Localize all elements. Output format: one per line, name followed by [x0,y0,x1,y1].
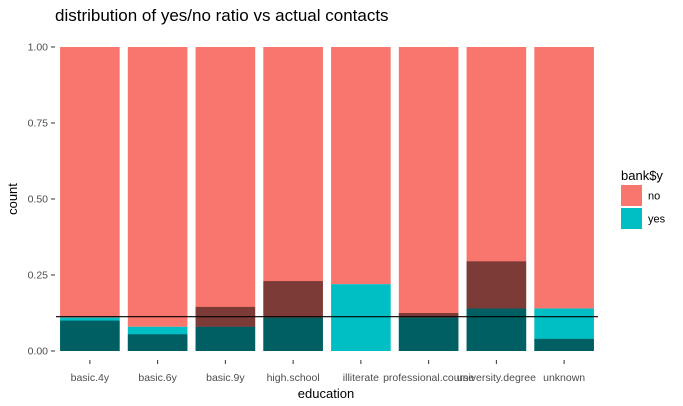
x-tick-label: illiterate [343,372,379,384]
overlay-bar-high.school [263,281,323,351]
plot-area [56,47,598,351]
x-tick-label: high.school [267,372,320,384]
overlay-bar-basic.4y [60,320,120,351]
overlay-bar-basic.9y [195,306,256,351]
legend-key-yes [621,208,642,229]
chart-title: distribution of yes/no ratio vs actual c… [55,6,389,25]
overlay-bar-professional.course [398,313,459,351]
x-tick-label: basic.6y [138,372,177,384]
bar-no-high.school [263,47,323,318]
bar-no-basic.9y [195,47,256,327]
x-axis-title: education [298,386,354,401]
legend-label-yes: yes [648,214,666,226]
x-tick-label: basic.9y [206,372,245,384]
overlay-bar-unknown [534,338,594,351]
y-tick-label: 0.00 [28,346,49,358]
bar-no-basic.4y [60,47,120,318]
overlay-bar-university.degree [466,261,527,351]
legend-label-no: no [648,191,660,203]
y-tick-label: 0.25 [28,270,49,282]
legend-key-no [621,185,642,206]
y-axis-title: count [5,183,20,215]
x-tick-label: unknown [543,372,585,384]
bar-no-professional.course [398,47,459,318]
x-axis: basic.4y basic.6y basic.9y high.school illit… [71,360,585,384]
x-tick-label: professional.course [383,372,474,384]
y-tick-label: 1.00 [28,42,49,54]
legend: bank$y no yes [621,168,666,229]
y-axis: 0.00 0.25 0.50 0.75 1.00 [28,42,55,358]
y-tick-label: 0.50 [28,194,49,206]
bar-no-illiterate [331,47,391,285]
y-tick-label: 0.75 [28,118,49,130]
x-tick-label: basic.4y [71,372,110,384]
bar-no-basic.6y [127,47,188,327]
x-tick-label: university.degree [457,372,536,384]
bar-yes-illiterate [331,284,391,351]
overlay-bar-basic.6y [127,334,188,351]
bar-no-unknown [534,47,594,309]
legend-title: bank$y [621,168,663,183]
